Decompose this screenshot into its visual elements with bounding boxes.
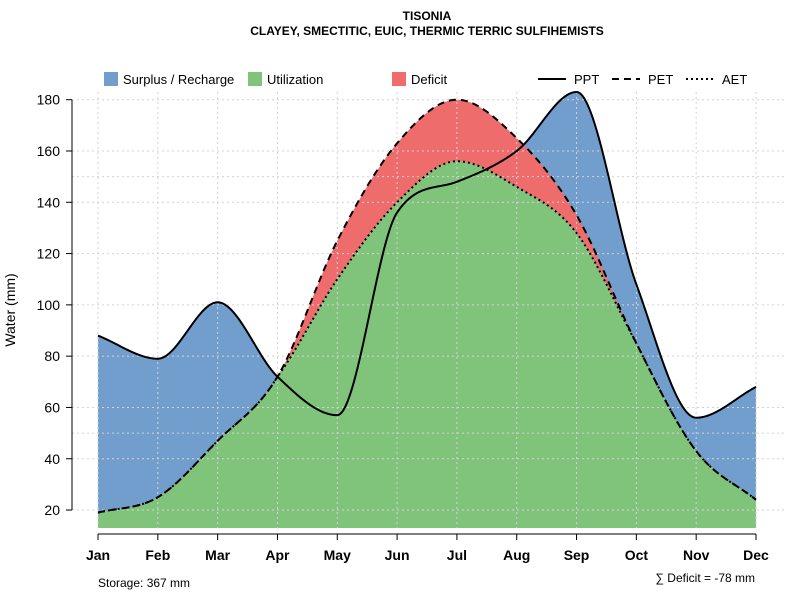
legend-swatch-2 [392, 72, 406, 86]
legend-label-0: Surplus / Recharge [123, 72, 234, 87]
series-lines [97, 90, 757, 514]
grid-lines [72, 92, 784, 528]
legend-swatch-0 [104, 72, 118, 86]
y-tick-label-80: 80 [44, 348, 60, 364]
x-tick-label-feb: Feb [145, 547, 170, 563]
y-tick-label-20: 20 [44, 502, 60, 518]
x-tick-label-jan: Jan [86, 547, 110, 563]
y-tick-label-100: 100 [37, 297, 61, 313]
utilization-area [98, 161, 756, 528]
deficit-note: ∑ Deficit = -78 mm [655, 571, 755, 585]
x-tick-label-jun: Jun [385, 547, 410, 563]
y-tick-label-140: 140 [37, 194, 61, 210]
series-line-pet [97, 98, 757, 514]
storage-note: Storage: 367 mm [98, 576, 190, 590]
y-axis-label: Water (mm) [2, 273, 18, 346]
x-tick-label-oct: Oct [625, 547, 649, 563]
x-tick-label-aug: Aug [503, 547, 530, 563]
chart-subtitle: CLAYEY, SMECTITIC, EUIC, THERMIC TERRIC … [250, 24, 604, 38]
x-tick-label-jul: Jul [447, 547, 467, 563]
y-tick-label-60: 60 [44, 399, 60, 415]
x-tick-label-mar: Mar [205, 547, 230, 563]
legend-label-1: Utilization [267, 72, 323, 87]
legend-label-2: Deficit [411, 72, 448, 87]
y-tick-label-160: 160 [37, 143, 61, 159]
y-tick-label-120: 120 [37, 246, 61, 262]
x-tick-label-sep: Sep [564, 547, 590, 563]
series-line-aet [97, 160, 757, 514]
area-fills [98, 92, 756, 528]
x-tick-label-may: May [324, 547, 351, 563]
legend-swatch-1 [248, 72, 262, 86]
x-tick-label-nov: Nov [683, 547, 710, 563]
legend-label-pet: PET [648, 72, 673, 87]
legend: Surplus / Recharge Utilization Deficit PPT P… [104, 72, 747, 87]
y-tick-label-180: 180 [37, 92, 61, 108]
chart-title: TISONIA [403, 9, 452, 23]
legend-label-ppt: PPT [574, 72, 599, 87]
y-tick-label-40: 40 [44, 451, 60, 467]
legend-label-aet: AET [722, 72, 747, 87]
x-tick-label-dec: Dec [743, 547, 769, 563]
series-line-ppt [97, 90, 757, 419]
axes: 20 40 60 80 100 120 140 160 180 Jan Feb Mar Apr May Ju… [37, 92, 769, 563]
x-tick-label-apr: Apr [265, 547, 290, 563]
